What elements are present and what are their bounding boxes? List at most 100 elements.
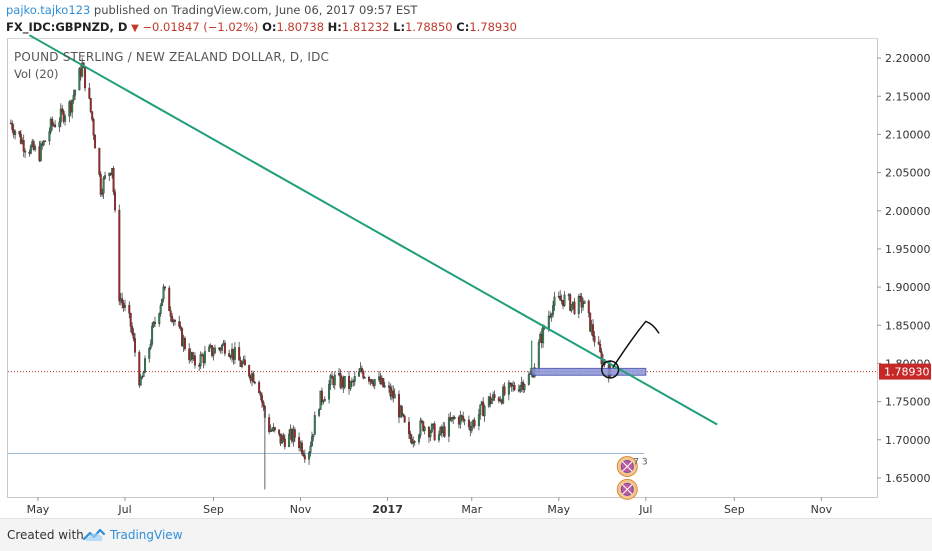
candle-body[interactable] — [91, 111, 94, 120]
candle-body[interactable] — [453, 417, 456, 419]
candle-body[interactable] — [583, 300, 586, 304]
candle-body[interactable] — [92, 119, 95, 136]
candle-body[interactable] — [159, 305, 162, 314]
candle-body[interactable] — [253, 381, 256, 384]
candle-body[interactable] — [199, 354, 202, 367]
candle-body[interactable] — [483, 406, 486, 417]
trend-line[interactable] — [28, 34, 718, 426]
candle-body[interactable] — [44, 140, 47, 143]
candle-body[interactable] — [59, 108, 62, 123]
candle-body[interactable] — [248, 365, 251, 377]
candle-body[interactable] — [507, 382, 510, 395]
candle-body[interactable] — [360, 367, 363, 372]
candle-body[interactable] — [459, 415, 462, 425]
candle-body[interactable] — [403, 415, 406, 423]
candle-body[interactable] — [32, 141, 35, 150]
candle-body[interactable] — [513, 385, 516, 390]
candle-body[interactable] — [153, 321, 156, 324]
candle-body[interactable] — [302, 453, 305, 456]
candle-body[interactable] — [148, 347, 151, 359]
candle-body[interactable] — [519, 385, 522, 392]
candle-body[interactable] — [283, 438, 286, 447]
candle-body[interactable] — [353, 376, 356, 382]
candle-body[interactable] — [592, 324, 595, 337]
candle-body[interactable] — [173, 320, 176, 322]
candle-body[interactable] — [490, 399, 493, 405]
candle-body[interactable] — [329, 375, 332, 385]
candle-body[interactable] — [417, 435, 420, 443]
candle-body[interactable] — [42, 140, 45, 146]
candle-body[interactable] — [238, 347, 241, 361]
candle-body[interactable] — [333, 374, 336, 386]
candle-body[interactable] — [179, 326, 182, 329]
chart-frame[interactable] — [7, 38, 878, 498]
tradingview-brand[interactable]: TradingView — [110, 528, 183, 542]
candle-body[interactable] — [298, 437, 301, 449]
candle-body[interactable] — [570, 303, 573, 311]
candle-body[interactable] — [599, 344, 602, 352]
candle-body[interactable] — [502, 386, 505, 404]
candle-body[interactable] — [309, 445, 312, 453]
candle-body[interactable] — [383, 385, 386, 388]
candle-body[interactable] — [101, 193, 104, 195]
candle-body[interactable] — [553, 296, 556, 306]
candle-body[interactable] — [233, 347, 236, 360]
author-link[interactable]: pajko.tajko123 — [6, 3, 91, 17]
candle-body[interactable] — [582, 303, 585, 308]
candle-body[interactable] — [362, 371, 365, 379]
candle-body[interactable] — [422, 421, 425, 432]
candle-body[interactable] — [587, 300, 590, 314]
candle-body[interactable] — [282, 435, 285, 440]
price-chart[interactable]: 2.20000 2.15000 2.10000 2.05000 2.00000 1.950… — [0, 0, 932, 518]
candle-body[interactable] — [78, 68, 81, 91]
candle-body[interactable] — [261, 395, 263, 403]
candle-body[interactable] — [71, 99, 74, 113]
tradingview-cloud-icon[interactable] — [82, 527, 106, 543]
candle-body[interactable] — [597, 341, 600, 345]
candle-body[interactable] — [580, 296, 583, 308]
candle-body[interactable] — [181, 328, 184, 347]
candle-body[interactable] — [550, 314, 553, 317]
candle-body[interactable] — [213, 347, 216, 354]
candle-body[interactable] — [280, 435, 283, 444]
candle-body[interactable] — [241, 362, 244, 367]
candle-body[interactable] — [300, 442, 303, 454]
candle-body[interactable] — [552, 305, 555, 315]
candle-body[interactable] — [443, 426, 446, 437]
candle-body[interactable] — [407, 421, 410, 435]
candle-body[interactable] — [343, 376, 346, 388]
candle-body[interactable] — [208, 346, 211, 352]
candle-body[interactable] — [171, 316, 174, 322]
candle-body[interactable] — [121, 298, 124, 304]
candle-body[interactable] — [503, 386, 506, 395]
candle-body[interactable] — [88, 87, 91, 99]
candle-body[interactable] — [563, 294, 566, 306]
candle-body[interactable] — [462, 416, 465, 421]
candle-body[interactable] — [467, 419, 470, 427]
candle-body[interactable] — [479, 404, 482, 415]
candle-body[interactable] — [437, 434, 440, 441]
candle-body[interactable] — [144, 358, 146, 373]
candle-body[interactable] — [11, 122, 14, 130]
candle-body[interactable] — [527, 374, 530, 385]
candle-body[interactable] — [402, 413, 405, 417]
candle-body[interactable] — [19, 133, 22, 144]
candle-body[interactable] — [14, 131, 17, 135]
candle-body[interactable] — [89, 98, 92, 112]
candle-body[interactable] — [203, 351, 206, 363]
candle-body[interactable] — [138, 352, 141, 386]
candle-body[interactable] — [211, 345, 214, 356]
candle-body[interactable] — [320, 390, 323, 402]
volume-indicator-label[interactable]: Vol (20) — [14, 67, 59, 81]
candle-body[interactable] — [312, 434, 315, 437]
candle-body[interactable] — [429, 431, 432, 438]
candle-body[interactable] — [183, 338, 186, 350]
candle-body[interactable] — [537, 342, 540, 368]
candle-body[interactable] — [132, 332, 135, 339]
candle-body[interactable] — [94, 134, 97, 149]
candle-body[interactable] — [118, 209, 121, 302]
candle-body[interactable] — [493, 394, 496, 398]
candle-body[interactable] — [400, 406, 403, 415]
candle-body[interactable] — [477, 414, 480, 427]
candle-body[interactable] — [470, 425, 473, 431]
